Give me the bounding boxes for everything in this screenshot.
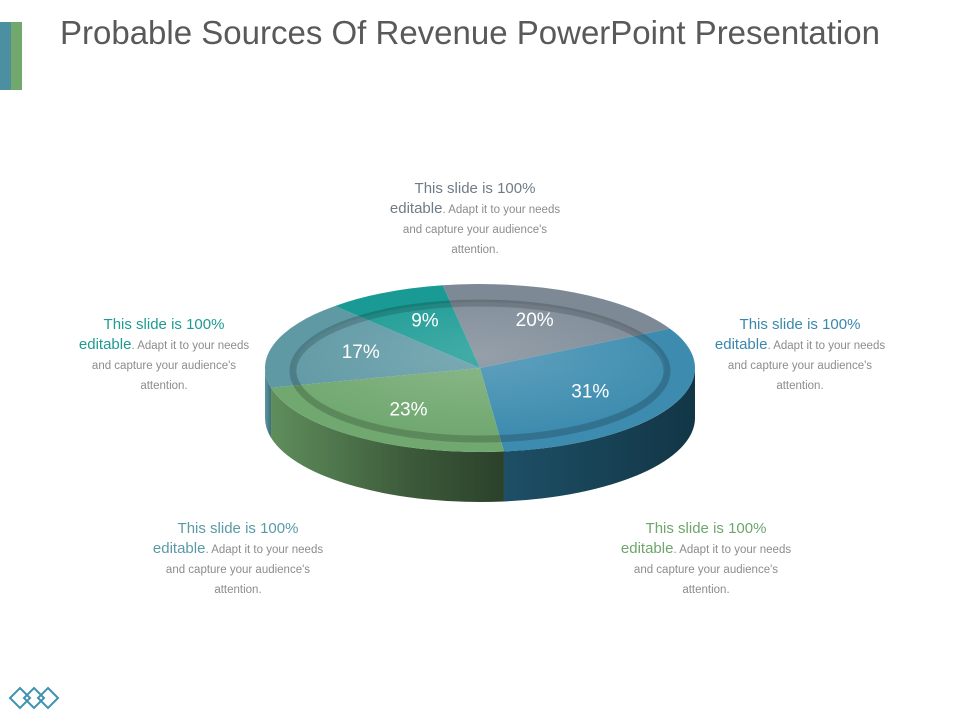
pie-data-label: 20% — [516, 310, 554, 331]
callout-body: . Adapt it to your needs and capture you… — [165, 543, 324, 596]
callout-heading: This slide is 100% — [645, 520, 767, 537]
page-title: Probable Sources Of Revenue PowerPoint P… — [60, 14, 880, 51]
callout-right: This slide is 100% editable. Adapt it to… — [710, 316, 890, 395]
pie-side-1 — [503, 368, 695, 502]
callout-emphasis: editable — [78, 335, 132, 353]
callout-left: This slide is 100% editable. Adapt it to… — [74, 316, 254, 395]
callout-emphasis: editable — [389, 199, 443, 217]
pie-inner-rim — [289, 299, 671, 443]
callout-bottom-left: This slide is 100% editable. Adapt it to… — [148, 520, 328, 599]
pie-data-labels: 20% 31% 23% 17% 9% — [342, 310, 610, 420]
callout-body: . Adapt it to your needs and capture you… — [91, 339, 250, 392]
accent-bar-teal — [0, 22, 11, 90]
pie-data-label: 9% — [411, 310, 439, 331]
pie-side-2 — [271, 387, 504, 502]
callout-emphasis: editable — [714, 335, 768, 353]
callout-emphasis: editable — [620, 539, 674, 557]
pie-data-label: 31% — [571, 381, 609, 402]
pie-data-label: 17% — [342, 342, 380, 363]
pie-side-walls — [265, 368, 695, 502]
pie-shine — [295, 302, 665, 434]
title-accent-bar — [0, 22, 22, 90]
accent-bar-green — [11, 22, 22, 90]
callout-body: . Adapt it to your needs and capture you… — [402, 203, 561, 256]
callout-bottom-right: This slide is 100% editable. Adapt it to… — [616, 520, 796, 599]
callout-heading: This slide is 100% — [177, 520, 299, 537]
callout-body: . Adapt it to your needs and capture you… — [727, 339, 886, 392]
pie-data-label: 23% — [389, 400, 427, 421]
diamond-chain-logo-icon — [8, 686, 60, 710]
callout-heading: This slide is 100% — [739, 316, 861, 333]
pie-side-3 — [265, 368, 272, 438]
callout-heading: This slide is 100% — [103, 316, 225, 333]
callout-top: This slide is 100% editable. Adapt it to… — [385, 180, 565, 259]
callout-body: . Adapt it to your needs and capture you… — [633, 543, 792, 596]
callout-heading: This slide is 100% — [414, 180, 536, 197]
callout-emphasis: editable — [152, 539, 206, 557]
